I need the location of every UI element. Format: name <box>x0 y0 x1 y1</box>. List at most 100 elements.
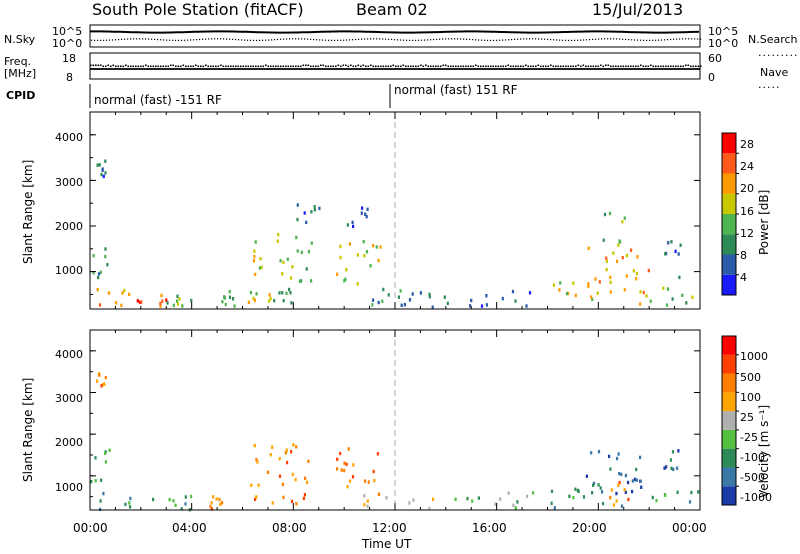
power-echo-cell <box>339 255 342 260</box>
velocity-echo-cell <box>100 478 103 482</box>
freq-dot <box>427 65 430 68</box>
velocity-echo-cell <box>90 479 93 484</box>
nsearch-dot <box>115 39 117 41</box>
velocity-echo-cell <box>343 461 346 465</box>
freq-dot <box>105 65 107 68</box>
velocity-echo-cell <box>601 501 605 506</box>
freq-dot <box>267 65 270 68</box>
nsky-trace <box>90 30 700 34</box>
freq-dot <box>425 64 427 67</box>
freq-dot <box>235 65 237 68</box>
velocity-colorbar-swatch <box>722 467 736 487</box>
freq-dot <box>612 65 615 68</box>
freq-dot <box>515 65 517 68</box>
freq-dot <box>337 64 340 67</box>
velocity-echo-cell <box>209 504 212 509</box>
power-echo-cell <box>92 271 95 275</box>
velocity-echo-cell <box>591 491 594 495</box>
power-cb-tick-20: 20 <box>740 182 754 195</box>
power-colorbar-swatch <box>722 153 736 174</box>
velocity-echo-cell <box>640 485 643 489</box>
freq-dot <box>90 64 92 67</box>
freq-dot <box>477 65 480 68</box>
velocity-echo-cell <box>672 467 675 472</box>
freq-dot <box>202 65 205 68</box>
xtick-16: 16:00 <box>472 521 507 535</box>
velocity-echo-cell <box>366 499 369 503</box>
nsearch-dot <box>457 38 459 40</box>
power-echo-cell <box>99 270 102 274</box>
freq-dot <box>405 65 407 68</box>
velocity-echo-cell <box>256 460 259 464</box>
freq-dot <box>640 64 642 67</box>
freq-dot <box>242 65 245 68</box>
power-echo-cell <box>362 239 365 244</box>
freq-dot <box>525 64 527 67</box>
power-echo-cell <box>172 303 175 308</box>
nsearch-dot <box>184 39 186 41</box>
freq-dot <box>272 65 275 68</box>
velocity-echo-cell <box>285 448 288 452</box>
nsearch-dot <box>595 38 597 40</box>
nsearch-dot <box>544 38 546 40</box>
velocity-echo-cell <box>550 489 554 493</box>
freq-dot <box>627 65 630 68</box>
power-echo-cell <box>511 289 515 294</box>
power-echo-cell <box>104 159 107 163</box>
velocity-echo-cell <box>124 502 127 507</box>
velocity-echo-cell <box>574 487 577 491</box>
nsearch-dot <box>601 38 603 40</box>
nsearch-dot <box>112 39 114 41</box>
velocity-echo-cell <box>585 474 588 478</box>
freq-dot <box>530 65 532 68</box>
nsearch-dot <box>223 38 225 40</box>
power-echo-cell <box>296 203 299 207</box>
power-echo-cell <box>397 295 400 299</box>
nsearch-dot <box>193 39 195 41</box>
power-echo-cell <box>268 293 271 297</box>
freq-dot <box>227 65 230 68</box>
freq-dot <box>420 64 422 67</box>
freq-dot <box>510 65 512 68</box>
nsearch-dot <box>376 38 378 40</box>
power-echo-cell <box>252 259 256 263</box>
freq-dot <box>247 65 250 68</box>
power-cb-tick-8: 8 <box>740 249 747 262</box>
freq-dot <box>402 64 405 67</box>
power-echo-cell <box>176 294 179 298</box>
velocity-cb-tick-neg1000: -1000 <box>740 491 772 504</box>
freq-dot <box>680 65 682 68</box>
velocity-echo-cell <box>295 502 298 506</box>
power-echo-cell <box>318 206 321 211</box>
velocity-echo-cell <box>663 466 666 470</box>
nsearch-dot <box>265 39 267 41</box>
nsearch-dot <box>352 39 354 41</box>
freq-dot <box>442 64 445 67</box>
velocity-cb-tick-neg100: -100 <box>740 451 765 464</box>
velocity-echo-cell <box>608 454 611 459</box>
power-echo-cell <box>253 298 256 302</box>
power-echo-cell <box>120 303 123 308</box>
power-echo-cell <box>92 253 95 258</box>
power-echo-cell <box>121 291 124 295</box>
velocity-cb-tick-neg25: -25 <box>740 431 758 444</box>
nsearch-dot <box>379 38 381 40</box>
nsearch-dot <box>301 38 303 40</box>
power-echo-cell <box>666 287 670 291</box>
nsearch-dot <box>511 38 513 41</box>
power-echo-cell <box>605 256 608 260</box>
velocity-echo-cell <box>618 480 621 485</box>
power-echo-cell <box>598 280 601 284</box>
freq-dot <box>492 65 495 68</box>
power-echo-cell <box>295 235 298 240</box>
nsearch-dot <box>388 38 390 40</box>
nsearch-dot <box>196 39 198 41</box>
power-echo-cell <box>228 295 232 299</box>
freq-dot <box>430 65 432 68</box>
power-echo-cell <box>249 290 252 295</box>
velocity-echo-cell <box>336 467 339 471</box>
nsearch-dot <box>688 38 690 40</box>
velocity-echo-cell <box>670 466 673 471</box>
power-echo-cell <box>674 249 677 254</box>
nsearch-dot <box>559 39 561 41</box>
